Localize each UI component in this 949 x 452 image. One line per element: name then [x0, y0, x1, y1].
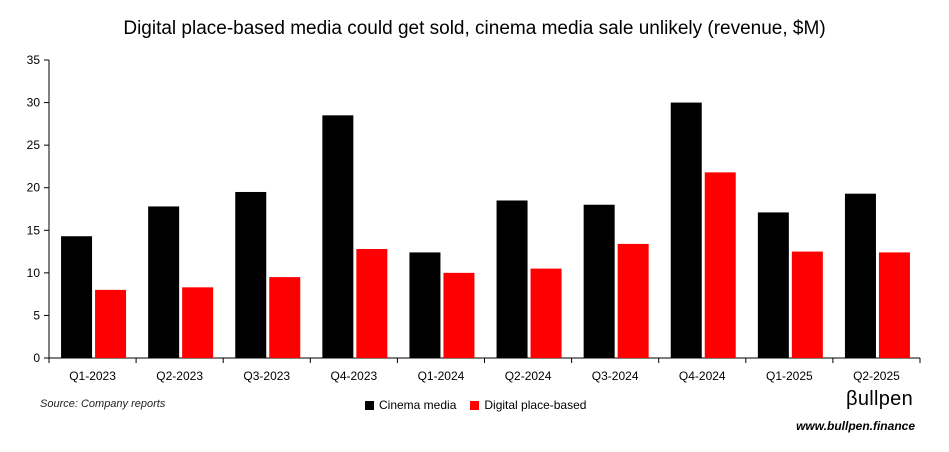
y-tick-label: 20: [27, 181, 41, 195]
legend-item-cinema: Cinema media: [365, 398, 456, 412]
tick-labels: 0 5 10 15 20 25 30 35 Q1-2023 Q2-2023 Q3-2023 Q4-20…: [27, 53, 900, 383]
brand-logo: βullpen: [846, 388, 913, 410]
bar-digital-place-based: [791, 251, 823, 358]
x-tick-label: Q2-2024: [505, 369, 552, 383]
y-tick-label: 30: [27, 96, 41, 110]
x-tick-label: Q1-2024: [418, 369, 465, 383]
legend-label-cinema: Cinema media: [379, 398, 457, 412]
brand-url: www.bullpen.finance: [796, 419, 915, 433]
x-tick-label: Q2-2025: [853, 369, 900, 383]
bar-cinema-media: [844, 193, 876, 358]
x-tick-label: Q3-2023: [243, 369, 290, 383]
legend-swatch-digital: [470, 400, 480, 410]
legend: Cinema media Digital place-based: [365, 398, 600, 412]
legend-label-digital: Digital place-based: [484, 398, 587, 412]
bar-digital-place-based: [878, 252, 910, 358]
y-tick-label: 5: [33, 308, 40, 322]
source-note: Source: Company reports: [40, 398, 166, 410]
legend-item-digital: Digital place-based: [470, 398, 586, 412]
y-tick-label: 35: [27, 53, 41, 67]
x-tick-label: Q3-2024: [592, 369, 639, 383]
bar-digital-place-based: [617, 243, 649, 358]
bar-digital-place-based: [704, 172, 736, 358]
bar-cinema-media: [757, 212, 789, 358]
x-tick-label: Q2-2023: [156, 369, 203, 383]
y-tick-label: 15: [27, 223, 41, 237]
x-tick-label: Q4-2023: [330, 369, 377, 383]
bar-digital-place-based: [443, 272, 475, 358]
legend-swatch-cinema: [365, 400, 374, 410]
bar-cinema-media: [148, 206, 180, 358]
bar-cinema-media: [235, 191, 267, 358]
x-tick-label: Q1-2023: [69, 369, 116, 383]
y-tick-label: 0: [33, 351, 40, 365]
bar-digital-place-based: [530, 268, 562, 358]
x-tick-label: Q4-2024: [679, 369, 726, 383]
bar-digital-place-based: [182, 287, 214, 358]
y-tick-label: 25: [27, 138, 41, 152]
bar-cinema-media: [670, 102, 702, 358]
chart-title: Digital place-based media could get sold…: [123, 18, 826, 39]
bar-cinema-media: [322, 115, 354, 358]
bar-digital-place-based: [95, 289, 127, 358]
bar-digital-place-based: [269, 277, 301, 358]
bar-digital-place-based: [356, 249, 388, 358]
bar-cinema-media: [409, 252, 441, 358]
bar-cinema-media: [583, 204, 615, 358]
bar-cinema-media: [496, 200, 528, 358]
y-tick-label: 10: [27, 266, 41, 280]
bars: [61, 102, 910, 358]
x-tick-label: Q1-2025: [766, 369, 813, 383]
bar-cinema-media: [61, 236, 93, 358]
